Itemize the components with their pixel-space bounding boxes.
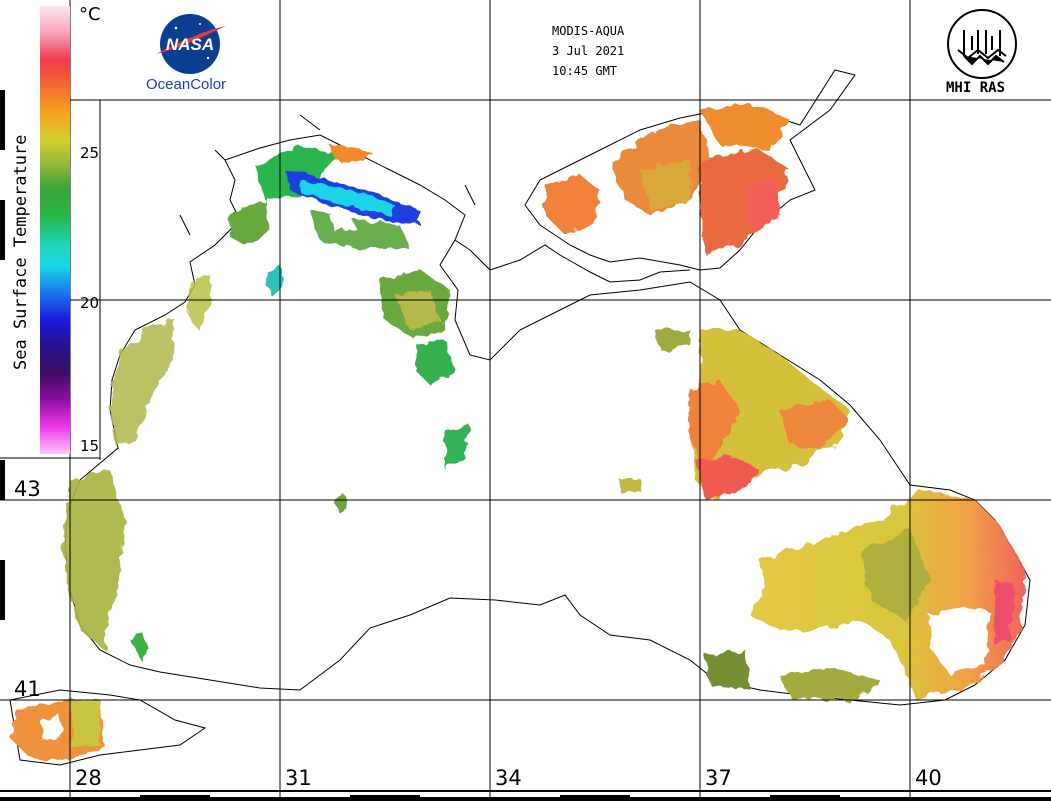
cloud-gaps bbox=[40, 182, 990, 742]
longitude-label: 34 bbox=[495, 766, 522, 790]
mhi-ras-logo-icon bbox=[947, 9, 1017, 79]
date-label: 3 Jul 2021 bbox=[552, 44, 625, 58]
nasa-logo-icon: NASA bbox=[156, 14, 226, 74]
colorbar-tick: 25 bbox=[80, 144, 100, 162]
colorbar-tick: 15 bbox=[80, 437, 100, 455]
colorbar-title: Sea Surface Temperature bbox=[11, 134, 31, 370]
longitude-label: 40 bbox=[915, 766, 942, 790]
colorbar-tick: 20 bbox=[80, 294, 100, 312]
edge-scale bbox=[0, 90, 1051, 801]
longitude-label: 31 bbox=[285, 766, 312, 790]
mhi-ras-caption: MHI RAS bbox=[946, 80, 1006, 96]
temperature-colorbar bbox=[40, 6, 70, 454]
oceancolor-caption: OceanColor bbox=[146, 76, 227, 93]
colorbar-unit: °C bbox=[79, 4, 101, 25]
coastline bbox=[9, 69, 1031, 766]
time-label: 10:45 GMT bbox=[552, 64, 618, 78]
svg-text:NASA: NASA bbox=[166, 35, 214, 54]
sensor-label: MODIS-AQUA bbox=[552, 24, 625, 38]
longitude-label: 37 bbox=[705, 766, 732, 790]
latitude-label: 43 bbox=[14, 477, 41, 501]
longitude-label: 28 bbox=[75, 766, 102, 790]
latitude-label: 41 bbox=[14, 677, 41, 701]
